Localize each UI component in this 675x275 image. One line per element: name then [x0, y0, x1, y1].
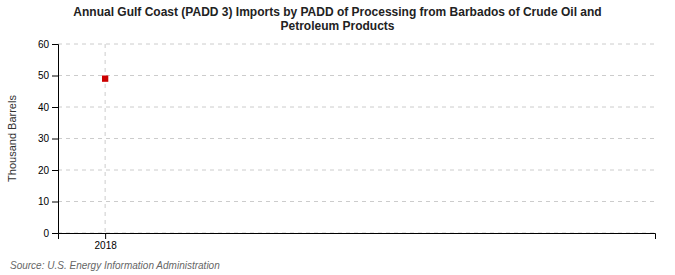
axis-line	[59, 234, 656, 240]
marks	[102, 75, 108, 81]
tick: 2018	[95, 233, 118, 251]
point	[102, 75, 108, 81]
grid-line-y	[58, 75, 655, 76]
plot: 2018 0 10 20 30 40 50 60	[38, 39, 656, 251]
grid-line-y	[58, 170, 655, 171]
tick-mark	[52, 202, 58, 203]
title: Annual Gulf Coast (PADD 3) Imports by PA…	[73, 5, 601, 33]
tick: 40	[38, 102, 58, 113]
grid-line-y	[58, 138, 655, 139]
x-axis: 2018	[59, 233, 656, 251]
tick: 0	[43, 228, 58, 239]
grid	[58, 44, 655, 233]
tick: 20	[38, 165, 58, 176]
tick-mark	[52, 44, 58, 45]
tick-label: 60	[38, 39, 50, 50]
tick-label: 10	[38, 196, 50, 207]
tick-mark	[52, 233, 58, 234]
tick-mark	[52, 76, 58, 77]
tick-mark	[105, 233, 106, 239]
tick-mark	[52, 170, 58, 171]
tick: 10	[38, 196, 58, 207]
tick-label: 0	[43, 228, 49, 239]
tick-mark	[52, 107, 58, 108]
tick-label: 50	[38, 70, 50, 81]
tick-label: 40	[38, 102, 50, 113]
title-line: Annual Gulf Coast (PADD 3) Imports by PA…	[73, 5, 601, 19]
y-axis-label: Thousand Barrels	[6, 95, 18, 182]
tick-label: 30	[38, 133, 50, 144]
tick: 60	[38, 39, 58, 50]
source: Source: U.S. Energy Information Administ…	[10, 260, 220, 271]
grid-line-x	[105, 44, 106, 233]
title-line: Petroleum Products	[280, 19, 394, 33]
grid-line-y	[58, 107, 655, 108]
axis-line	[52, 45, 59, 234]
tick-mark	[52, 139, 58, 140]
grid-line-y	[58, 201, 655, 202]
grid-line-y	[58, 44, 655, 45]
y-axis: 0 10 20 30 40 50 60	[38, 39, 59, 239]
tick: 30	[38, 133, 58, 144]
chart: Annual Gulf Coast (PADD 3) Imports by PA…	[0, 0, 675, 275]
tick-label: 2018	[95, 240, 118, 251]
tick: 50	[38, 70, 58, 81]
tick-label: 20	[38, 165, 50, 176]
